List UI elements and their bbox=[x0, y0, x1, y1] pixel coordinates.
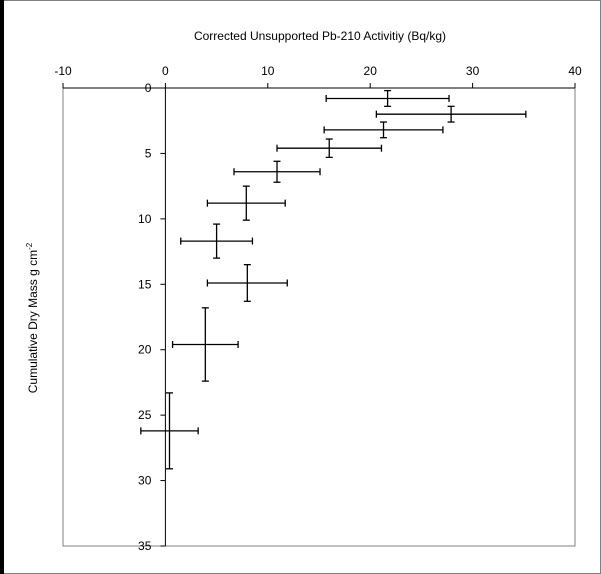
y-tick-label: 35 bbox=[138, 539, 152, 553]
y-tick-label: 10 bbox=[138, 212, 152, 226]
y-axis-title-main: Cumulative Dry Mass g cm bbox=[26, 250, 40, 393]
data-point bbox=[171, 307, 239, 382]
y-axis-title-superscript: -2 bbox=[25, 242, 34, 250]
data-point bbox=[233, 160, 321, 183]
data-point bbox=[206, 264, 288, 302]
y-axis-title: Cumulative Dry Mass g cm-2 bbox=[25, 242, 40, 393]
x-tick-label: 40 bbox=[568, 64, 582, 78]
data-point bbox=[276, 138, 383, 159]
y-tick-label: 15 bbox=[138, 277, 152, 291]
x-tick-label: -10 bbox=[54, 64, 72, 78]
window-edge bbox=[0, 0, 4, 574]
y-tick-label: 20 bbox=[138, 343, 152, 357]
data-point bbox=[325, 89, 450, 107]
x-tick-label: 20 bbox=[364, 64, 378, 78]
x-tick-label: 0 bbox=[162, 64, 169, 78]
y-tick-label: 0 bbox=[145, 81, 152, 95]
data-point bbox=[323, 121, 444, 139]
y-tick-label: 5 bbox=[145, 146, 152, 160]
data-point bbox=[206, 185, 286, 221]
x-tick-label: 30 bbox=[466, 64, 480, 78]
data-point bbox=[180, 223, 254, 259]
x-tick-label: 10 bbox=[261, 64, 275, 78]
y-tick-label: 25 bbox=[138, 408, 152, 422]
x-axis-title: Corrected Unsupported Pb-210 Activitiy (… bbox=[194, 29, 446, 43]
data-point bbox=[375, 105, 527, 123]
y-tick-label: 30 bbox=[138, 474, 152, 488]
data-point bbox=[140, 392, 199, 470]
